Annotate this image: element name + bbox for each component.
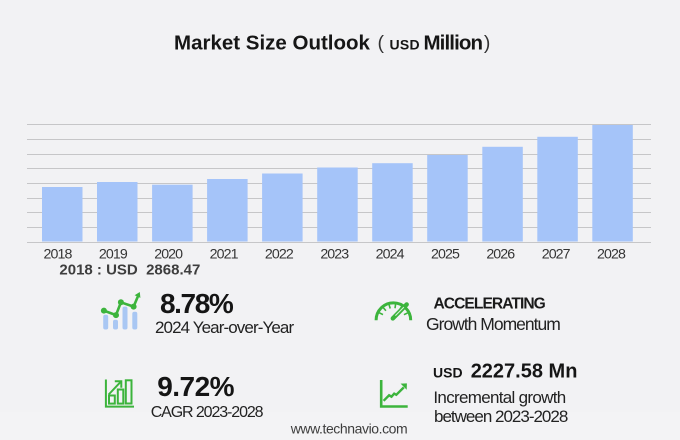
svg-text:between 2023-2028: between 2023-2028 xyxy=(434,407,568,426)
svg-text:8.78%: 8.78% xyxy=(160,288,234,319)
svg-text:2024: 2024 xyxy=(376,247,405,263)
svg-text:2028: 2028 xyxy=(597,247,626,263)
svg-text:Million: Million xyxy=(424,31,483,54)
svg-text:2018: 2018 xyxy=(44,247,73,263)
svg-text:Market Size Outlook: Market Size Outlook xyxy=(174,31,371,54)
svg-text:CAGR 2023-2028: CAGR 2023-2028 xyxy=(151,404,264,421)
svg-text:2021: 2021 xyxy=(210,247,239,263)
svg-text:2025: 2025 xyxy=(431,247,460,263)
svg-text:9.72%: 9.72% xyxy=(157,371,234,402)
svg-text:(: ( xyxy=(378,32,385,54)
svg-text:2019: 2019 xyxy=(99,247,128,263)
svg-text:2027: 2027 xyxy=(542,247,571,263)
svg-text:2022: 2022 xyxy=(265,247,294,263)
svg-text:): ) xyxy=(484,32,491,54)
svg-text:2020: 2020 xyxy=(154,247,183,263)
svg-text:Incremental growth: Incremental growth xyxy=(433,388,565,407)
svg-text:2024 Year-over-Year: 2024 Year-over-Year xyxy=(155,318,294,337)
svg-text:2227.58 Mn: 2227.58 Mn xyxy=(471,361,578,383)
svg-text:www.technavio.com: www.technavio.com xyxy=(290,421,408,437)
svg-text:USD: USD xyxy=(390,36,420,52)
svg-text:2018 : USD 2868.47: 2018 : USD 2868.47 xyxy=(59,262,200,279)
svg-text:USD: USD xyxy=(433,365,463,381)
svg-text:2026: 2026 xyxy=(486,247,515,263)
svg-text:ACCELERATING: ACCELERATING xyxy=(434,296,546,313)
svg-text:2023: 2023 xyxy=(320,247,349,263)
svg-text:Growth Momentum: Growth Momentum xyxy=(426,314,560,334)
